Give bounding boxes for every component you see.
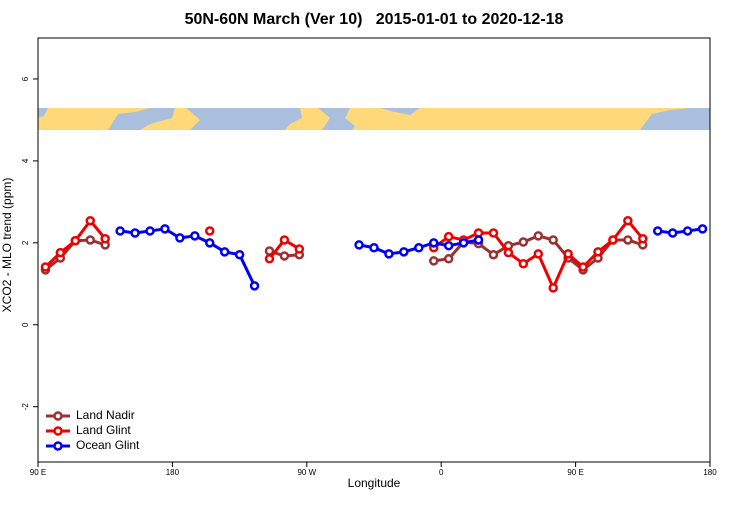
x-tick-label: 90 E (567, 468, 583, 477)
data-point (204, 238, 215, 248)
plot-frame (37, 37, 711, 463)
data-point (428, 256, 439, 266)
chart-title: 50N-60N March (Ver 10) 2015-01-01 to 202… (185, 11, 564, 28)
data-point (145, 226, 155, 236)
y-tick-label: -2 (21, 403, 30, 411)
data-point (160, 224, 170, 234)
data-point (384, 249, 394, 259)
data-point (130, 228, 140, 238)
data-point (503, 247, 514, 258)
data-point (458, 238, 469, 248)
data-point (399, 247, 409, 257)
data-point (279, 235, 290, 245)
data-point (443, 254, 454, 264)
data-point (518, 237, 529, 247)
x-tick-label: 90 E (30, 468, 46, 477)
map-band (38, 108, 710, 130)
legend-marker (53, 426, 63, 436)
data-point (354, 240, 364, 250)
legend-marker (53, 441, 63, 451)
data-point (100, 233, 110, 244)
data-point (70, 236, 81, 246)
data-point (623, 215, 633, 226)
data-point (563, 249, 573, 259)
data-point (623, 235, 633, 245)
y-tick-label: 6 (21, 76, 30, 81)
legend-marker (53, 411, 63, 421)
data-point (652, 226, 663, 236)
data-point (488, 228, 499, 238)
data-point (264, 254, 275, 264)
data-point (219, 247, 230, 257)
legend-label: Land Nadir (76, 408, 135, 422)
x-axis-title: Longitude (348, 476, 401, 490)
data-point (55, 247, 66, 258)
data-point (518, 258, 529, 269)
y-tick-label: 0 (21, 322, 30, 327)
data-point (473, 235, 484, 245)
data-point (115, 226, 125, 236)
x-tick-label: 90 W (297, 468, 316, 477)
data-point (443, 231, 454, 242)
data-point (414, 242, 424, 253)
data-point (548, 283, 558, 293)
data-point (697, 224, 708, 234)
data-point (488, 249, 499, 260)
data-point (608, 235, 618, 245)
data-point (593, 247, 603, 257)
x-tick-label: 0 (439, 468, 444, 477)
data-point (578, 262, 588, 272)
data-point (682, 226, 693, 236)
data-point (443, 240, 454, 251)
y-tick-label: 2 (21, 240, 30, 245)
data-point (279, 251, 290, 261)
y-axis-title: XCO2 - MLO trend (ppm) (0, 178, 14, 313)
data-point (548, 235, 558, 245)
x-tick-label: 180 (703, 468, 717, 477)
legend-label: Land Glint (76, 423, 131, 437)
data-point (638, 233, 648, 244)
data-point (234, 249, 245, 260)
x-tick-label: 180 (166, 468, 180, 477)
legend-label: Ocean Glint (76, 438, 140, 452)
data-point (533, 249, 544, 259)
data-point (190, 231, 200, 241)
data-point (204, 226, 215, 236)
data-point (85, 235, 96, 245)
data-point (85, 215, 96, 226)
data-point (40, 262, 51, 272)
data-point (249, 281, 260, 291)
data-point (294, 244, 305, 254)
data-point (667, 228, 678, 238)
data-point (533, 231, 544, 241)
data-point (175, 233, 185, 243)
data-point (369, 242, 379, 253)
y-tick-label: 4 (21, 158, 30, 163)
data-point (428, 238, 439, 248)
